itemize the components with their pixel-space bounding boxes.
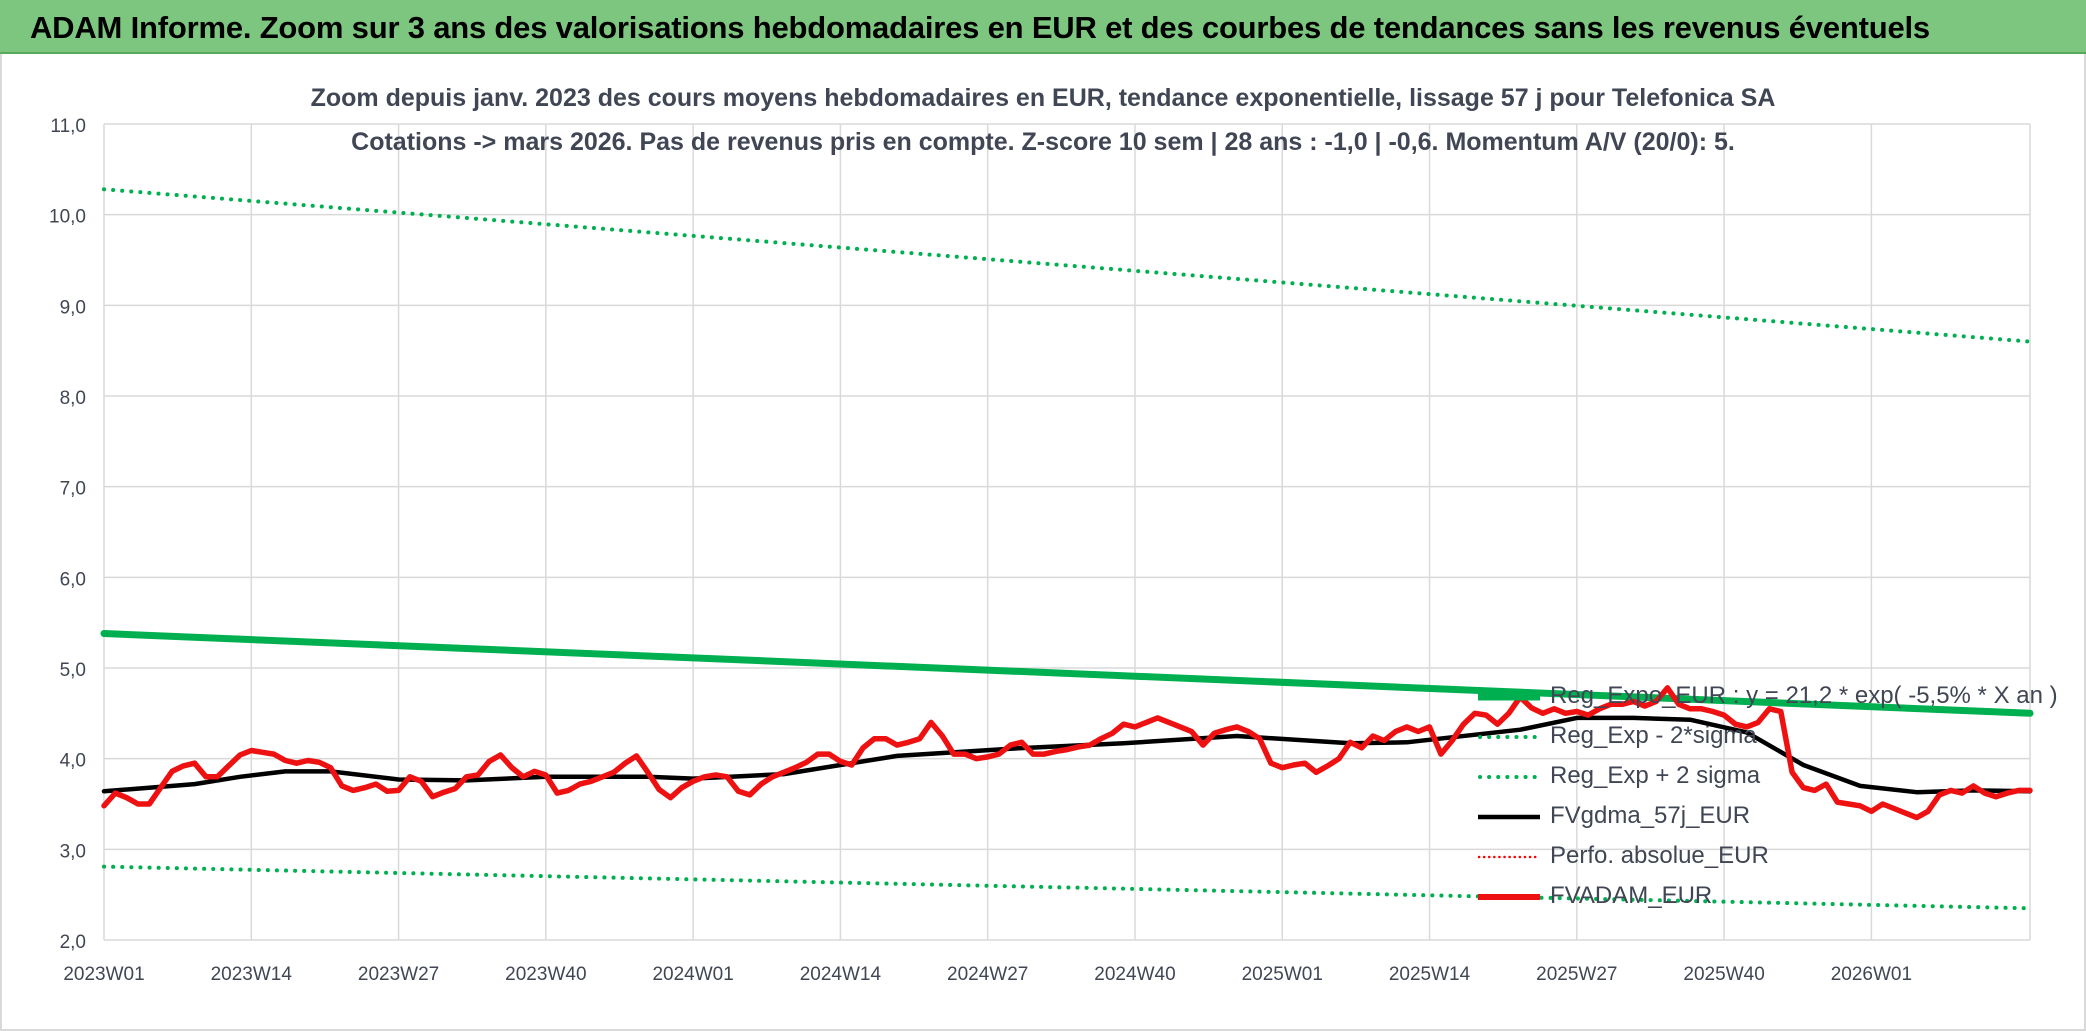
legend-swatch-fvadam [1478,890,1540,902]
legend-swatch-fvgdma [1478,810,1540,822]
series-fvadam [101,685,2033,821]
legend-swatch-reg-exp-minus [1478,730,1542,742]
y-tick-label: 5,0 [60,660,86,681]
legend-item-reg-exp-minus: Reg_Exp - 2*sigma [1478,716,2038,756]
x-tick-label: 2024W14 [800,964,882,985]
chart-frame [0,54,2086,1031]
legend-label-reg-exp-minus: Reg_Exp - 2*sigma [1550,722,1757,749]
series-layer [100,187,2034,911]
x-tick-label: 2023W40 [505,964,586,985]
x-axis-ticks: 2023W01 2023W14 2023W27 2023W40 2024W01 2024W… [63,964,1912,985]
legend-item-reg-expo: Reg_Expo_EUR : y = 21,2 * exp( -5,5% * X… [1478,676,2058,716]
chart-legend: Reg_Expo_EUR : y = 21,2 * exp( -5,5% * X… [1477,676,2058,916]
chart-title: Zoom depuis janv. 2023 des cours moyens … [310,84,1776,112]
chart-subtitle: Cotations -> mars 2026. Pas de revenus p… [351,128,1735,156]
legend-item-perfo: Perfo. absolue_EUR [1477,836,2038,876]
report-banner: ADAM Informe. Zoom sur 3 ans des valoris… [0,0,2086,54]
series-reg-exp-minus-2sigma [102,864,2032,911]
x-tick-label: 2024W01 [652,964,733,985]
x-tick-label: 2025W01 [1242,964,1323,985]
x-tick-label: 2025W27 [1536,964,1617,985]
legend-swatch-reg-expo [1478,690,1540,702]
legend-label-reg-exp-plus: Reg_Exp + 2 sigma [1550,762,1761,789]
y-tick-label: 9,0 [60,297,86,318]
x-tick-label: 2024W27 [947,964,1028,985]
legend-label-reg-expo: Reg_Expo_EUR : y = 21,2 * exp( -5,5% * X… [1550,682,2058,709]
legend-label-perfo: Perfo. absolue_EUR [1550,842,1769,869]
legend-label-fvadam: FVADAM_EUR [1550,882,1713,909]
y-tick-label: 4,0 [60,751,86,772]
y-tick-label: 8,0 [60,388,86,409]
y-tick-label: 6,0 [60,569,86,590]
legend-swatch-perfo [1477,850,1542,862]
x-tick-label: 2023W14 [211,964,293,985]
x-tick-label: 2023W01 [63,964,144,985]
y-tick-label: 10,0 [49,207,86,228]
report-title: ADAM Informe. Zoom sur 3 ans des valoris… [30,10,1930,45]
x-tick-label: 2025W14 [1389,964,1471,985]
x-tick-label: 2023W27 [358,964,439,985]
y-axis-ticks: 2,0 3,0 4,0 5,0 6,0 7,0 8,0 9,0 10,0 11,0 [49,116,86,953]
series-reg-expo [100,630,2034,717]
series-fvgdma [101,715,2033,795]
y-tick-label: 3,0 [60,841,86,862]
legend-item-reg-exp-plus: Reg_Exp + 2 sigma [1478,756,2038,796]
y-tick-label: 11,0 [50,116,86,137]
y-tick-label: 7,0 [60,479,86,500]
legend-label-fvgdma: FVgdma_57j_EUR [1550,802,1751,829]
grid-lines [103,123,2031,941]
x-tick-label: 2025W40 [1683,964,1764,985]
x-tick-label: 2024W40 [1094,964,1175,985]
legend-item-fvadam: FVADAM_EUR [1478,876,2038,916]
legend-item-fvgdma: FVgdma_57j_EUR [1478,796,2038,836]
series-reg-exp-plus-2sigma [102,187,2032,344]
y-tick-label: 2,0 [60,932,86,953]
legend-swatch-reg-exp-plus [1478,770,1542,782]
x-tick-label: 2026W01 [1831,964,1912,985]
